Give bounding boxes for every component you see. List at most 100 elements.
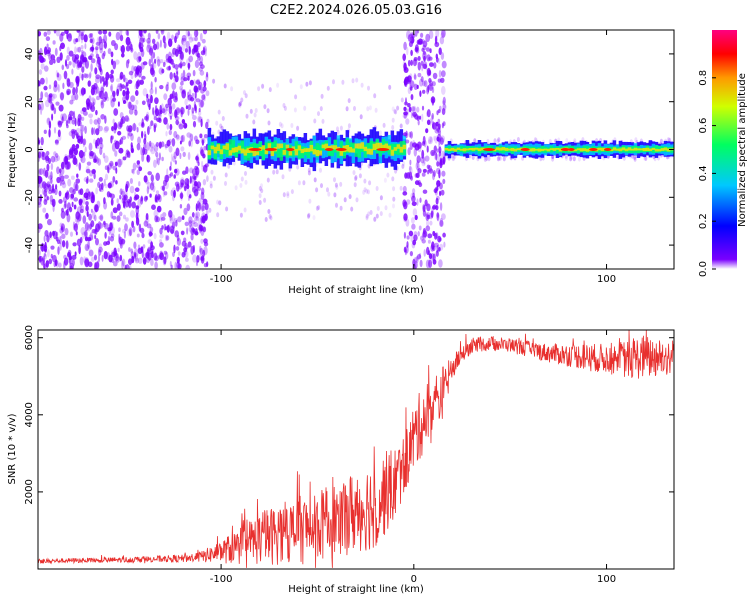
spectrogram-noise-cell bbox=[100, 142, 104, 150]
spectrogram-noise-cell bbox=[75, 183, 79, 192]
spectrogram-noise-cell bbox=[422, 63, 428, 70]
spectrogram-noise-cell bbox=[133, 248, 139, 257]
spectrogram-noise-cell bbox=[194, 90, 197, 99]
spectrogram-noise-cell bbox=[156, 41, 160, 50]
spectrogram-signal-cell bbox=[252, 142, 257, 152]
spectrogram-noise-cell bbox=[39, 97, 43, 102]
spectrogram-noise-cell bbox=[135, 67, 140, 75]
spectrogram-noise-cell bbox=[56, 155, 60, 162]
spectrogram-noise-cell bbox=[119, 112, 124, 119]
spectrogram-noise-cell bbox=[111, 90, 116, 95]
spectrogram-noise-cell bbox=[91, 97, 95, 103]
spectrogram-noise-cell bbox=[125, 264, 130, 269]
spectrogram-noise-cell bbox=[74, 46, 77, 55]
spectrogram-noise-cell bbox=[135, 205, 140, 210]
spectrogram-noise-cell bbox=[418, 38, 423, 45]
spectrogram-signal-cell bbox=[624, 148, 629, 152]
spectrogram-noise-cell bbox=[181, 119, 186, 124]
spectrogram-signal-cell bbox=[609, 149, 614, 152]
spectrogram-noise-cell bbox=[76, 47, 79, 53]
spectrogram-noise-cell bbox=[497, 137, 501, 143]
spectrogram-noise-cell bbox=[72, 242, 77, 247]
spectrogram-noise-cell bbox=[150, 241, 154, 249]
spectrogram-noise-cell bbox=[124, 115, 129, 122]
spectrogram-noise-cell bbox=[321, 118, 325, 124]
spectrogram-noise-cell bbox=[184, 123, 188, 129]
spectrogram-noise-cell bbox=[89, 71, 92, 78]
spectrogram-noise-cell bbox=[66, 213, 71, 223]
spectrogram-signal-cell bbox=[282, 143, 287, 156]
spectrogram-signal-cell bbox=[471, 147, 476, 151]
spectrogram-noise-cell bbox=[116, 215, 121, 222]
spectrogram-ytick-label: -40 bbox=[24, 237, 35, 253]
spectrogram-noise-cell bbox=[43, 235, 46, 242]
spectrogram-noise-cell bbox=[415, 162, 421, 171]
spectrogram-noise-cell bbox=[141, 75, 146, 80]
spectrogram-noise-cell bbox=[80, 125, 84, 134]
spectrogram-noise-cell bbox=[174, 91, 178, 101]
spectrogram-noise-cell bbox=[143, 30, 147, 34]
spectrogram-noise-cell bbox=[244, 179, 248, 185]
spectrogram-noise-cell bbox=[38, 139, 41, 144]
spectrogram-noise-cell bbox=[425, 33, 431, 43]
spectrogram-noise-cell bbox=[154, 86, 157, 95]
spectrogram-noise-cell bbox=[432, 122, 437, 130]
colorbar-label: Normalized spectral amplitude bbox=[737, 73, 748, 227]
spectrogram-noise-cell bbox=[171, 214, 176, 222]
spectrogram-noise-cell bbox=[66, 63, 70, 70]
spectrogram-signal-cell bbox=[234, 147, 239, 153]
spectrogram-noise-cell bbox=[394, 168, 398, 174]
spectrogram-noise-cell bbox=[417, 30, 420, 34]
spectrogram-noise-cell bbox=[41, 259, 45, 265]
spectrogram-noise-cell bbox=[141, 130, 144, 139]
spectrogram-noise-cell bbox=[195, 98, 201, 103]
spectrogram-noise-cell bbox=[61, 64, 65, 71]
spectrogram-signal-cell bbox=[558, 148, 563, 152]
spectrogram-noise-cell bbox=[426, 164, 431, 169]
spectrogram-noise-cell bbox=[87, 237, 92, 242]
spectrogram-signal-cell bbox=[468, 148, 473, 151]
spectrogram-noise-cell bbox=[431, 98, 435, 106]
spectrogram-noise-cell bbox=[72, 110, 76, 120]
spectrogram-noise-cell bbox=[175, 47, 180, 52]
spectrogram-noise-cell bbox=[73, 155, 77, 164]
spectrogram-noise-cell bbox=[181, 134, 186, 143]
spectrogram-noise-cell bbox=[110, 69, 114, 75]
spectrogram-noise-cell bbox=[187, 151, 191, 161]
spectrogram-noise-cell bbox=[133, 196, 138, 201]
spectrogram-noise-cell bbox=[180, 177, 185, 185]
spectrogram-noise-cell bbox=[422, 51, 427, 61]
spectrogram-noise-cell bbox=[179, 61, 183, 69]
spectrogram-noise-cell bbox=[71, 175, 75, 180]
spectrogram-noise-cell bbox=[62, 82, 65, 90]
spectrogram-noise-cell bbox=[260, 183, 263, 189]
spectrogram-noise-cell bbox=[50, 253, 53, 259]
spectrogram-noise-cell bbox=[438, 141, 441, 151]
spectrogram-noise-cell bbox=[411, 195, 416, 203]
spectrogram-noise-cell bbox=[88, 95, 92, 103]
spectrogram-noise-cell bbox=[115, 31, 121, 41]
spectrogram-noise-cell bbox=[104, 173, 109, 181]
spectrogram-noise-cell bbox=[320, 183, 323, 189]
spectrogram-noise-cell bbox=[418, 115, 422, 120]
spectrogram-noise-cell bbox=[391, 176, 395, 182]
spectrogram-noise-cell bbox=[173, 130, 178, 139]
spectrogram-noise-cell bbox=[212, 175, 216, 181]
spectrogram-noise-cell bbox=[427, 250, 431, 256]
spectrogram-signal-cell bbox=[309, 144, 314, 152]
spectrogram-noise-cell bbox=[112, 97, 117, 102]
spectrogram-noise-cell bbox=[90, 53, 94, 58]
spectrogram-noise-cell bbox=[319, 167, 322, 173]
spectrogram-signal-cell bbox=[351, 143, 356, 163]
spectrogram-noise-cell bbox=[412, 105, 417, 115]
spectrogram-noise-cell bbox=[119, 30, 123, 36]
spectrogram-noise-cell bbox=[117, 130, 122, 136]
spectrogram-noise-cell bbox=[50, 163, 54, 171]
spectrogram-noise-cell bbox=[134, 71, 139, 78]
spectrogram-noise-cell bbox=[42, 207, 47, 213]
spectrogram-noise-cell bbox=[417, 254, 422, 260]
spectrogram-noise-cell bbox=[48, 184, 52, 192]
spectrogram-signal-cell bbox=[531, 148, 536, 152]
spectrogram-noise-cell bbox=[91, 229, 96, 234]
